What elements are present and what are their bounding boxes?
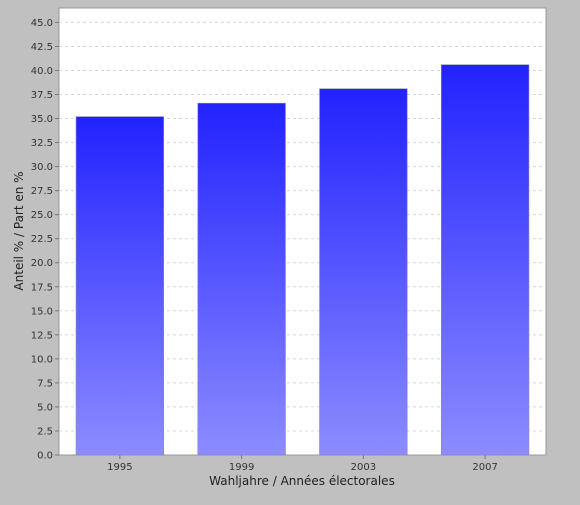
- x-tick-label: 2003: [351, 462, 376, 473]
- y-tick-label: 30.0: [31, 162, 53, 173]
- x-axis-title: Wahljahre / Années électorales: [209, 474, 395, 488]
- y-tick-label: 40.0: [31, 66, 53, 77]
- y-tick-label: 22.5: [31, 234, 53, 245]
- bar-2003: [319, 88, 408, 456]
- x-tick-label: 1995: [107, 462, 132, 473]
- y-tick-label: 17.5: [31, 282, 53, 293]
- bar-1995: [75, 116, 165, 456]
- y-tick-label: 10.0: [31, 354, 53, 365]
- x-tick-label: 2007: [472, 462, 497, 473]
- y-tick-label: 27.5: [31, 186, 53, 197]
- y-tick-label: 25.0: [31, 210, 53, 221]
- bar-2007: [440, 64, 530, 456]
- y-tick-label: 0.0: [37, 451, 53, 462]
- y-tick-label: 2.5: [37, 426, 53, 437]
- y-tick-label: 42.5: [31, 42, 53, 53]
- y-axis: 0.0 2.5 5.0 7.5 10.0 12.5 15.0 17.5 20.0 22.5 25.0…: [31, 18, 59, 462]
- y-tick-label: 20.0: [31, 258, 53, 269]
- bar-1999: [197, 102, 286, 456]
- y-tick-label: 7.5: [37, 378, 53, 389]
- y-tick-label: 37.5: [31, 90, 53, 101]
- x-tick-label: 1999: [229, 462, 254, 473]
- y-tick-label: 15.0: [31, 306, 53, 317]
- y-tick-label: 12.5: [31, 330, 53, 341]
- y-tick-label: 5.0: [37, 402, 53, 413]
- y-tick-label: 32.5: [31, 138, 53, 149]
- y-tick-label: 35.0: [31, 114, 53, 125]
- x-axis: 1995 1999 2003 2007: [107, 455, 498, 473]
- y-axis-title: Anteil % / Part en %: [12, 171, 26, 290]
- bar-series: [75, 64, 530, 456]
- y-tick-label: 45.0: [31, 18, 53, 29]
